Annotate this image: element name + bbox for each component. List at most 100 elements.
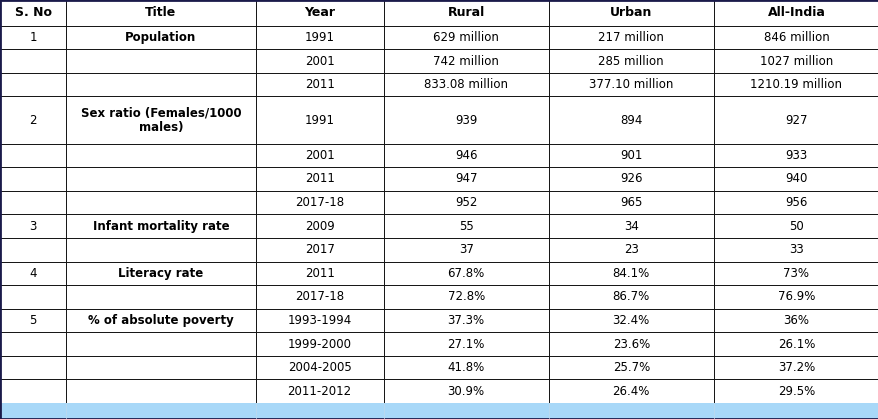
Bar xyxy=(255,380,383,403)
Bar xyxy=(713,356,878,380)
Bar xyxy=(255,332,383,356)
Bar xyxy=(0,380,66,403)
Bar xyxy=(548,96,713,144)
Bar xyxy=(383,285,548,309)
Bar xyxy=(255,191,383,215)
Bar xyxy=(0,49,66,73)
Bar xyxy=(66,215,255,238)
Bar xyxy=(0,73,66,96)
Bar xyxy=(548,380,713,403)
Text: 933: 933 xyxy=(784,149,807,162)
Bar xyxy=(0,191,66,215)
Text: 952: 952 xyxy=(455,196,477,209)
Bar xyxy=(713,49,878,73)
Text: 947: 947 xyxy=(455,173,477,186)
Text: 29.5%: 29.5% xyxy=(777,385,814,398)
Text: 23: 23 xyxy=(623,243,638,256)
Text: 25.7%: 25.7% xyxy=(612,361,649,374)
Text: 23.6%: 23.6% xyxy=(612,338,649,351)
Text: 2017: 2017 xyxy=(305,243,335,256)
Bar xyxy=(713,167,878,191)
Bar xyxy=(548,0,713,26)
Bar xyxy=(713,96,878,144)
Bar xyxy=(0,96,66,144)
Bar xyxy=(255,26,383,49)
Bar xyxy=(255,309,383,332)
Bar xyxy=(383,238,548,261)
Text: 3: 3 xyxy=(29,220,37,233)
Bar xyxy=(548,73,713,96)
Bar xyxy=(66,26,255,49)
Text: 926: 926 xyxy=(619,173,642,186)
Bar xyxy=(548,285,713,309)
Bar xyxy=(0,356,66,380)
Text: 41.8%: 41.8% xyxy=(447,361,484,374)
Bar xyxy=(548,356,713,380)
Text: All-India: All-India xyxy=(766,6,824,19)
Text: 940: 940 xyxy=(784,173,807,186)
Bar xyxy=(548,167,713,191)
Text: 2001: 2001 xyxy=(305,149,335,162)
Text: 26.4%: 26.4% xyxy=(612,385,649,398)
Bar xyxy=(383,96,548,144)
Bar xyxy=(383,191,548,215)
Text: 629 million: 629 million xyxy=(433,31,499,44)
Bar xyxy=(66,261,255,285)
Bar xyxy=(66,238,255,261)
Text: 833.08 million: 833.08 million xyxy=(424,78,507,91)
Text: 73%: 73% xyxy=(782,267,809,280)
Bar xyxy=(255,238,383,261)
Text: 2011: 2011 xyxy=(305,267,335,280)
Bar xyxy=(0,238,66,261)
Bar xyxy=(713,238,878,261)
Bar xyxy=(383,26,548,49)
Text: Title: Title xyxy=(145,6,176,19)
Text: 956: 956 xyxy=(784,196,807,209)
Text: 50: 50 xyxy=(788,220,802,233)
Text: Sex ratio (Females/1000
males): Sex ratio (Females/1000 males) xyxy=(81,106,241,134)
Text: 1: 1 xyxy=(29,31,37,44)
Text: 1993-1994: 1993-1994 xyxy=(287,314,351,327)
Text: 1027 million: 1027 million xyxy=(759,54,832,67)
Bar xyxy=(66,332,255,356)
Bar xyxy=(383,332,548,356)
Text: 36%: 36% xyxy=(782,314,809,327)
Text: 1991: 1991 xyxy=(305,114,335,127)
Text: 901: 901 xyxy=(619,149,642,162)
Text: 4: 4 xyxy=(29,267,37,280)
Bar xyxy=(0,144,66,167)
Text: 32.4%: 32.4% xyxy=(612,314,649,327)
Text: Population: Population xyxy=(126,31,197,44)
Bar xyxy=(255,49,383,73)
Bar xyxy=(383,261,548,285)
Bar xyxy=(383,73,548,96)
Text: 37.3%: 37.3% xyxy=(447,314,484,327)
Bar xyxy=(713,26,878,49)
Text: 846 million: 846 million xyxy=(763,31,828,44)
Text: 1999-2000: 1999-2000 xyxy=(287,338,351,351)
Bar xyxy=(0,403,878,419)
Text: 2009: 2009 xyxy=(305,220,335,233)
Bar xyxy=(548,238,713,261)
Bar xyxy=(0,309,66,332)
Text: Year: Year xyxy=(304,6,335,19)
Bar xyxy=(383,309,548,332)
Bar xyxy=(548,309,713,332)
Bar xyxy=(255,215,383,238)
Bar xyxy=(0,26,66,49)
Bar xyxy=(548,332,713,356)
Bar xyxy=(66,309,255,332)
Text: 37: 37 xyxy=(458,243,473,256)
Text: 2017-18: 2017-18 xyxy=(295,196,344,209)
Bar xyxy=(255,0,383,26)
Text: 377.10 million: 377.10 million xyxy=(588,78,673,91)
Bar xyxy=(255,144,383,167)
Bar xyxy=(255,73,383,96)
Bar xyxy=(548,26,713,49)
Text: Rural: Rural xyxy=(447,6,484,19)
Text: 72.8%: 72.8% xyxy=(447,290,484,303)
Bar xyxy=(713,309,878,332)
Bar xyxy=(713,0,878,26)
Bar xyxy=(713,73,878,96)
Text: % of absolute poverty: % of absolute poverty xyxy=(88,314,234,327)
